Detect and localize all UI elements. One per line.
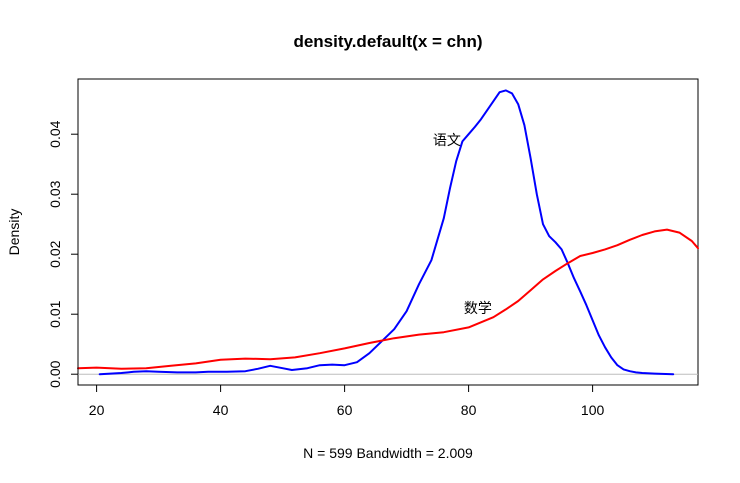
x-tick-label: 40: [213, 402, 229, 418]
y-tick-label: 0.04: [47, 120, 63, 147]
chart-title: density.default(x = chn): [293, 32, 482, 51]
y-tick-label: 0.03: [47, 180, 63, 207]
y-tick-label: 0.00: [47, 360, 63, 387]
y-axis: 0.00 0.01 0.02 0.03 0.04: [47, 120, 79, 388]
x-tick-label: 20: [89, 402, 105, 418]
x-axis-label: N = 599 Bandwidth = 2.009: [303, 445, 473, 461]
y-axis-label: Density: [6, 209, 22, 256]
annotation-1: 数学: [464, 301, 492, 317]
annotation-0: 语文: [433, 133, 461, 149]
series-line-1: [77, 228, 699, 370]
series-layer: [77, 89, 699, 376]
x-tick-label: 80: [461, 402, 477, 418]
series-line-0: [98, 89, 675, 376]
y-tick-label: 0.01: [47, 300, 63, 327]
x-tick-label: 100: [581, 402, 605, 418]
y-tick-label: 0.02: [47, 240, 63, 267]
x-tick-label: 60: [337, 402, 353, 418]
x-axis: 20 40 60 80 100: [89, 384, 605, 418]
